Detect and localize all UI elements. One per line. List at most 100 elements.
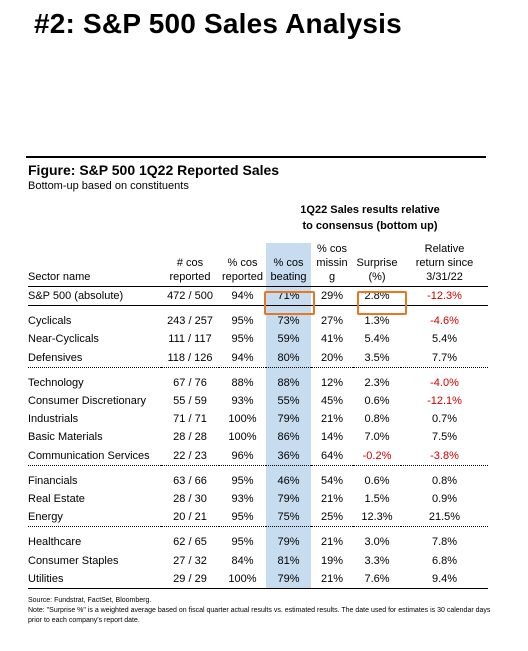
table-row: Energy 20 / 21 95% 75% 25% 12.3% 21.5% — [28, 508, 488, 527]
return-cell: 9.4% — [401, 569, 488, 589]
beating-cell: 73% — [266, 305, 311, 331]
surprise-cell: 3.3% — [364, 554, 390, 567]
beating-cell: 71% — [277, 290, 300, 303]
return-cell: -4.0% — [401, 366, 488, 392]
missing-cell: 21% — [311, 526, 353, 552]
sector-cell: Energy — [28, 511, 63, 524]
table-row: Technology 67 / 76 88% 88% 12% 2.3% -4.0% — [28, 366, 488, 392]
beating-cell: 79% — [277, 492, 300, 505]
figure-title: Figure: S&P 500 1Q22 Reported Sales — [28, 162, 280, 178]
surprise-cell: 3.5% — [364, 351, 390, 364]
missing-cell: 20% — [320, 351, 344, 364]
sector-cell: Cyclicals — [28, 305, 161, 331]
sector-cell: Financials — [28, 464, 161, 490]
slide-title: #2: S&P 500 Sales Analysis — [34, 8, 402, 39]
missing-cell: 14% — [320, 431, 344, 444]
surprise-cell: -0.2% — [362, 449, 392, 462]
sector-cell: Real Estate — [28, 492, 85, 505]
sector-cell: Communication Services — [28, 449, 150, 462]
sector-cell: Healthcare — [28, 526, 161, 552]
beating-cell: 80% — [277, 351, 300, 364]
table-header-row: Sector name # cos reported % cos reported … — [28, 242, 488, 287]
figure-top-rule — [26, 156, 486, 158]
surprise-cell: 1.3% — [353, 305, 401, 331]
reported-cell: 472 / 500 — [167, 290, 213, 303]
surprise-cell: 2.3% — [353, 366, 401, 392]
group-header: 1Q22 Sales results relative to consensus… — [282, 202, 458, 234]
reported-cell: 29 / 29 — [161, 569, 219, 589]
table-row: S&P 500 (absolute) 472 / 500 94% 71% 29% 2.8%… — [28, 287, 488, 306]
pct-reported-cell: 94% — [231, 290, 254, 303]
footnote-note: Note: "Surprise %" is a weighted average… — [28, 607, 491, 624]
reported-cell: 62 / 65 — [161, 526, 219, 552]
missing-cell: 21% — [320, 413, 344, 426]
reported-cell: 22 / 23 — [173, 449, 207, 462]
header-pct-reported: % cos reported — [222, 257, 263, 283]
surprise-cell: 5.4% — [364, 333, 390, 346]
header-pct-beating: % cos beating — [270, 257, 307, 283]
return-cell: 0.8% — [401, 464, 488, 490]
sector-cell: Defensives — [28, 351, 83, 364]
return-cell: -12.1% — [427, 395, 462, 408]
beating-cell: 59% — [277, 333, 300, 346]
surprise-cell: 1.5% — [364, 492, 390, 505]
beating-cell: 75% — [277, 511, 300, 524]
beating-cell: 88% — [266, 366, 311, 392]
missing-cell: 45% — [320, 395, 344, 408]
sector-cell: Consumer Discretionary — [28, 395, 146, 408]
sector-cell: Utilities — [28, 569, 161, 589]
table-row: Consumer Staples 27 / 32 84% 81% 19% 3.3% 6.8% — [28, 551, 488, 569]
return-cell: 7.5% — [431, 431, 458, 444]
beating-cell: 79% — [266, 569, 311, 589]
return-cell: 0.7% — [431, 413, 458, 426]
missing-cell: 21% — [311, 569, 353, 589]
missing-cell: 12% — [311, 366, 353, 392]
surprise-cell: 0.8% — [364, 413, 390, 426]
surprise-cell: 3.0% — [353, 526, 401, 552]
return-cell: 5.4% — [431, 333, 458, 346]
group-header-line-2: to consensus (bottom up) — [302, 220, 438, 232]
beating-cell: 46% — [266, 464, 311, 490]
pct-reported-cell: 94% — [231, 351, 254, 364]
footnote: Source: Fundstrat, FactSet, Bloomberg. N… — [28, 596, 498, 626]
missing-cell: 54% — [311, 464, 353, 490]
sector-cell: Near-Cyclicals — [28, 333, 99, 346]
header-sector: Sector name — [28, 271, 91, 283]
sector-cell: Consumer Staples — [28, 554, 119, 567]
header-surprise: Surprise (%) — [356, 257, 398, 283]
return-cell: 6.8% — [431, 554, 458, 567]
figure-subtitle: Bottom-up based on constituents — [28, 180, 189, 192]
reported-cell: 27 / 32 — [173, 554, 207, 567]
table-row: Real Estate 28 / 30 93% 79% 21% 1.5% 0.9% — [28, 490, 488, 508]
missing-cell: 21% — [320, 492, 344, 505]
header-relative-return: Relative return since 3/31/22 — [415, 243, 474, 283]
pct-reported-cell: 93% — [231, 395, 254, 408]
beating-cell: 81% — [277, 554, 300, 567]
table-row: Basic Materials 28 / 28 100% 86% 14% 7.0% 7.5% — [28, 428, 488, 446]
return-cell: 0.9% — [431, 492, 458, 505]
return-cell: -4.6% — [401, 305, 488, 331]
pct-reported-cell: 88% — [219, 366, 266, 392]
reported-cell: 243 / 257 — [161, 305, 219, 331]
reported-cell: 28 / 28 — [173, 431, 207, 444]
pct-reported-cell: 95% — [219, 526, 266, 552]
reported-cell: 67 / 76 — [161, 366, 219, 392]
reported-cell: 20 / 21 — [173, 511, 207, 524]
sector-cell: S&P 500 (absolute) — [28, 290, 124, 303]
sector-cell: Industrials — [28, 413, 79, 426]
header-pct-missing: % cos missin g — [316, 243, 348, 283]
beating-cell: 36% — [277, 449, 300, 462]
table-row: Communication Services 22 / 23 96% 36% 64% -0… — [28, 447, 488, 466]
header-cos-reported: # cos reported — [169, 257, 211, 283]
return-cell: 7.7% — [431, 351, 458, 364]
return-cell: -3.8% — [430, 449, 459, 462]
reported-cell: 118 / 126 — [167, 351, 213, 364]
pct-reported-cell: 100% — [228, 413, 257, 426]
table-row: Industrials 71 / 71 100% 79% 21% 0.8% 0.7% — [28, 410, 488, 428]
missing-cell: 29% — [320, 290, 344, 303]
group-header-line-1: 1Q22 Sales results relative — [300, 204, 440, 216]
missing-cell: 64% — [320, 449, 344, 462]
pct-reported-cell: 84% — [231, 554, 254, 567]
return-cell: 7.8% — [401, 526, 488, 552]
surprise-callout-box — [357, 291, 407, 315]
